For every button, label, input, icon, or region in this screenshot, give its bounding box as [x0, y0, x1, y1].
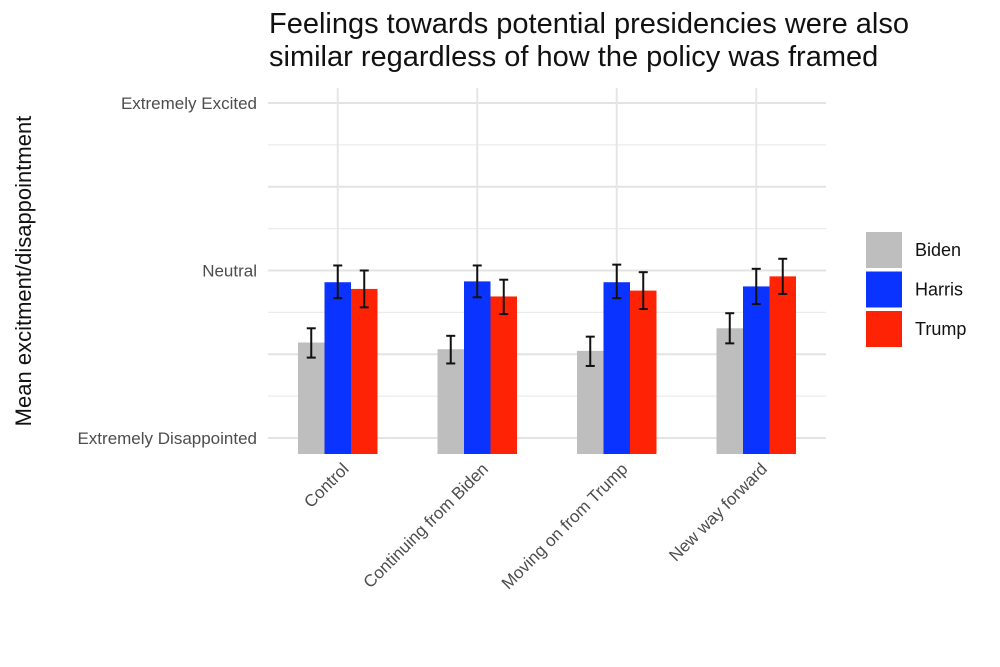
- chart-title: Feelings towards potential presidencies …: [269, 8, 989, 74]
- bar-harris-2: [464, 281, 491, 454]
- bar-harris-3: [603, 282, 630, 454]
- error-bar-biden-1: [306, 327, 316, 359]
- legend-item-biden: Biden: [866, 232, 961, 268]
- error-bar-trump-3: [638, 271, 648, 311]
- legend-swatch: [866, 271, 902, 308]
- y-axis-label: Mean excitment/disappointment: [11, 116, 36, 427]
- bar-harris-1: [324, 282, 351, 454]
- bar-trump-1: [351, 288, 378, 454]
- bars: [298, 276, 796, 454]
- error-bar-trump-2: [499, 278, 509, 316]
- legend-swatch: [866, 232, 902, 268]
- error-bar-harris-3: [612, 263, 622, 300]
- error-bars: [306, 257, 788, 367]
- error-bar-harris-4: [751, 267, 761, 305]
- y-tick-label: Extremely Excited: [121, 94, 257, 113]
- error-bar-biden-4: [725, 312, 735, 345]
- bar-biden-2: [437, 349, 464, 454]
- bar-trump-2: [490, 296, 517, 454]
- x-axis-ticks: Control Continuing from Biden Moving on fr…: [300, 459, 771, 593]
- legend: Biden Harris Trump: [866, 232, 966, 347]
- y-axis-ticks: Extremely Disappointed Neutral Extremely E…: [77, 94, 257, 448]
- error-bar-harris-2: [472, 264, 482, 299]
- x-tick-label: Continuing from Biden: [360, 459, 492, 591]
- y-tick-label: Extremely Disappointed: [77, 429, 257, 448]
- bar-trump-3: [630, 290, 657, 454]
- error-bar-trump-4: [778, 257, 788, 295]
- chart-title-line-1: Feelings towards potential presidencies …: [269, 8, 909, 40]
- legend-item-trump: Trump: [866, 311, 966, 347]
- bar-harris-4: [743, 286, 770, 454]
- bar-biden-4: [716, 328, 743, 454]
- legend-swatch: [866, 311, 902, 347]
- y-tick-label: Neutral: [202, 262, 257, 281]
- legend-label: Harris: [915, 280, 963, 300]
- bar-biden-3: [577, 350, 604, 454]
- legend-item-harris: Harris: [866, 271, 963, 308]
- bar-biden-1: [298, 342, 325, 454]
- error-bar-harris-1: [333, 264, 343, 300]
- x-tick-label: New way forward: [665, 459, 771, 565]
- error-bar-biden-2: [446, 334, 456, 365]
- error-bar-biden-3: [585, 335, 595, 367]
- x-tick-label: Control: [300, 459, 352, 511]
- legend-label: Trump: [915, 319, 966, 339]
- bar-trump-4: [769, 276, 796, 454]
- x-tick-label: Moving on from Trump: [498, 459, 632, 593]
- error-bar-trump-1: [359, 269, 369, 309]
- chart-title-line-2: similar regardless of how the policy was…: [269, 41, 879, 73]
- legend-label: Biden: [915, 240, 961, 260]
